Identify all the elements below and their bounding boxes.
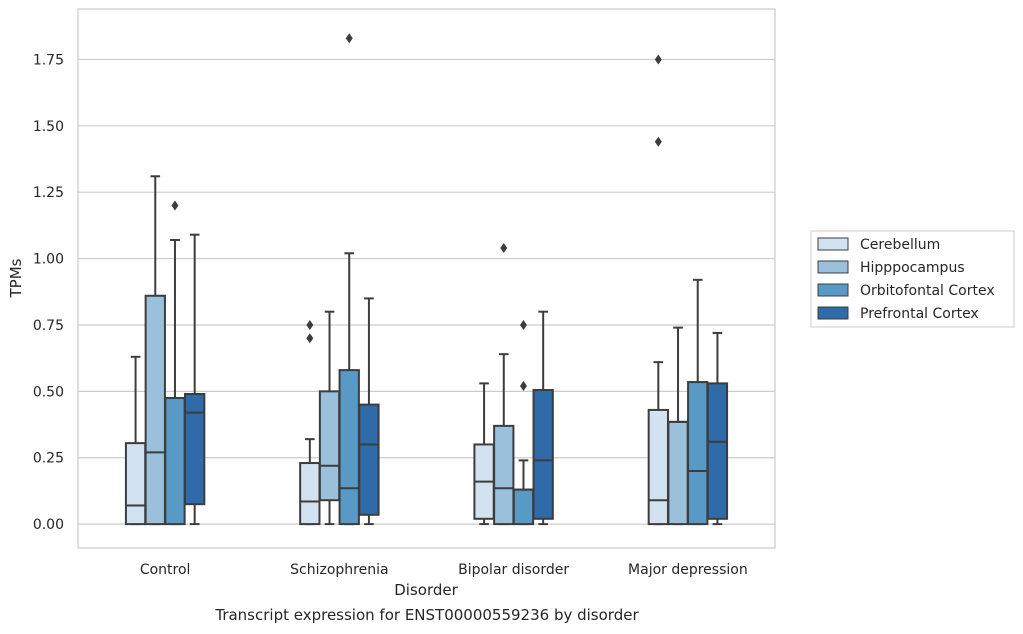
box-3-3 xyxy=(706,331,729,526)
y-tick-label: 0.00 xyxy=(33,517,64,533)
box-body xyxy=(318,390,341,502)
outlier-point xyxy=(306,333,314,344)
x-tick-label: Control xyxy=(140,562,191,578)
y-tick-label: 0.75 xyxy=(33,318,64,334)
y-tick-label: 1.25 xyxy=(33,185,64,201)
y-axis-title: TPMs xyxy=(7,258,25,298)
box-body xyxy=(338,369,360,526)
y-tick-label: 0.25 xyxy=(33,451,64,467)
box-1-0 xyxy=(299,438,321,526)
box-body xyxy=(687,381,709,526)
outlier-point xyxy=(500,242,508,253)
legend: Cerebellum Hipppocampus Orbitofontal Corte… xyxy=(810,230,1015,328)
box-3-1 xyxy=(667,326,689,526)
y-tick-label: 1.50 xyxy=(33,119,64,135)
legend-swatch xyxy=(817,283,849,297)
legend-swatch xyxy=(817,306,849,320)
x-tick-labels: Control Schizophrenia Bipolar disorder Majo… xyxy=(140,562,748,578)
y-tick-label: 0.50 xyxy=(33,384,64,400)
box-0-2 xyxy=(164,239,186,526)
legend-label: Cerebellum xyxy=(860,237,940,253)
box-1-2 xyxy=(338,252,360,526)
box-body xyxy=(493,424,515,526)
y-tick-labels: 0.00 0.25 0.50 0.75 1.00 1.25 1.50 1.75 xyxy=(33,52,64,533)
legend-swatch xyxy=(817,260,849,274)
box-body xyxy=(184,393,206,506)
outlier-point xyxy=(654,136,662,147)
y-tick-label: 1.00 xyxy=(33,252,64,268)
box-body xyxy=(358,403,380,516)
box-body xyxy=(144,294,166,526)
x-tick-label: Bipolar disorder xyxy=(458,562,569,578)
x-tick-label: Schizophrenia xyxy=(290,562,388,578)
box-2-0 xyxy=(473,382,495,526)
box-1-3 xyxy=(358,297,380,526)
y-tick-label: 1.75 xyxy=(33,52,64,68)
legend-label: Hipppocampus xyxy=(860,260,965,276)
outlier-point xyxy=(519,319,527,330)
box-body xyxy=(299,462,321,526)
box-2-3 xyxy=(532,310,554,526)
outlier-point xyxy=(519,381,527,392)
outlier-point xyxy=(306,319,314,330)
box-body xyxy=(647,408,669,526)
box-1-1 xyxy=(318,310,341,526)
box-body xyxy=(706,382,729,520)
plot-area-frame xyxy=(77,8,776,549)
legend-label: Orbitofontal Cortex xyxy=(860,283,995,299)
legend-swatch xyxy=(817,237,849,251)
outlier-point xyxy=(171,200,179,211)
outlier-point xyxy=(345,33,353,44)
box-0-1 xyxy=(144,175,166,526)
box-body xyxy=(124,442,147,526)
figure-caption: Transcript expression for ENST0000055923… xyxy=(215,606,639,624)
box-body xyxy=(532,389,554,520)
box-0-3 xyxy=(184,233,206,526)
box-body xyxy=(667,420,689,526)
box-0-0 xyxy=(124,355,147,526)
legend-label: Prefrontal Cortex xyxy=(860,306,979,322)
outliers xyxy=(171,33,662,392)
x-axis-title: Disorder xyxy=(394,581,458,599)
box-3-2 xyxy=(687,278,709,526)
box-3-0 xyxy=(647,361,669,526)
boxes xyxy=(124,175,729,526)
box-2-2 xyxy=(512,459,535,526)
box-2-1 xyxy=(493,353,515,526)
x-tick-label: Major depression xyxy=(628,562,748,578)
box-body xyxy=(512,488,535,526)
box-body xyxy=(164,396,186,526)
outlier-point xyxy=(654,54,662,65)
